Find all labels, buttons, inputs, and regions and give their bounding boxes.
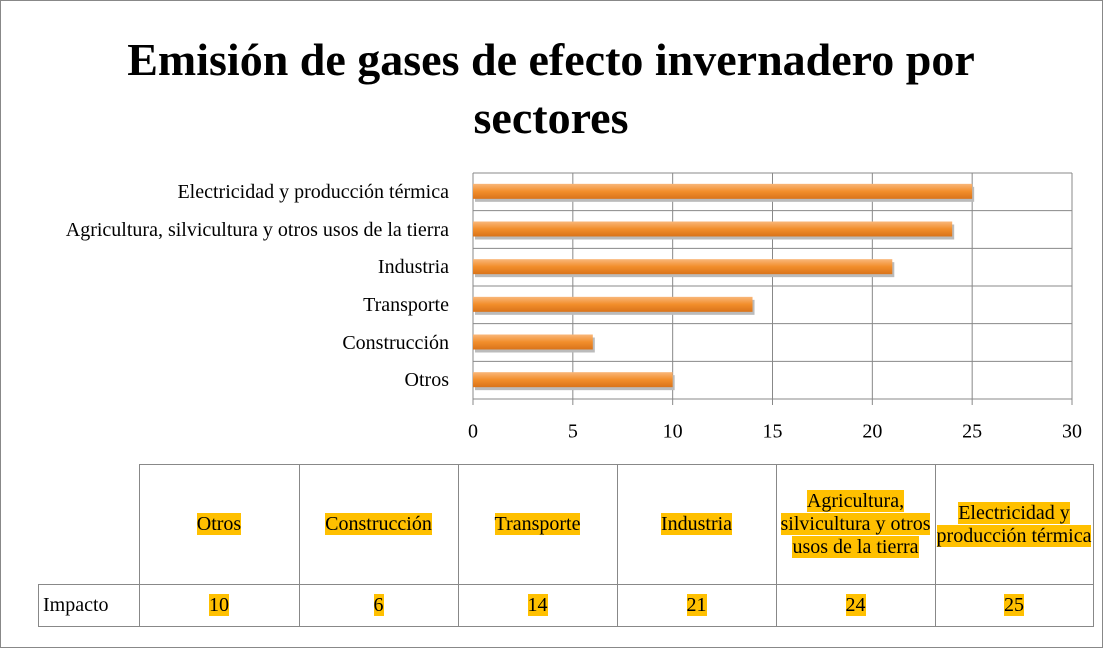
table-category: Otros bbox=[196, 513, 242, 535]
x-tick-label: 20 bbox=[862, 421, 882, 443]
bar bbox=[473, 296, 753, 312]
table-cell: 25 bbox=[934, 584, 1094, 627]
chart-title: Emisión de gases de efecto invernadero p… bbox=[127, 34, 975, 143]
x-tick-label: 25 bbox=[962, 421, 982, 443]
table-category: Agricultura, silvicultura y otros usos d… bbox=[780, 490, 931, 558]
y-tick-label: Industria bbox=[377, 256, 449, 279]
table-value: 25 bbox=[1004, 594, 1024, 616]
table-series-name: Impacto bbox=[38, 584, 140, 627]
table-cell: 24 bbox=[775, 584, 936, 627]
table-value: 14 bbox=[527, 594, 548, 616]
table-value: 24 bbox=[845, 594, 866, 616]
bar bbox=[473, 334, 593, 350]
y-tick-label: Construcción bbox=[342, 331, 449, 354]
table-category: Industria bbox=[660, 513, 733, 535]
bar bbox=[473, 183, 973, 199]
data-table: Otros Construcción Transporte Industria Agri… bbox=[38, 464, 1094, 627]
table-cell: 14 bbox=[457, 584, 618, 627]
table-value: 21 bbox=[686, 594, 707, 616]
table-cell: 6 bbox=[298, 584, 459, 627]
y-tick-label: Otros bbox=[404, 369, 449, 392]
table-value: 6 bbox=[373, 594, 384, 616]
y-tick-label: Agricultura, silvicultura y otros usos d… bbox=[65, 218, 449, 241]
table-category: Electricidad y producción térmica bbox=[936, 501, 1092, 547]
x-tick-label: 5 bbox=[568, 421, 578, 443]
table-value: 10 bbox=[209, 594, 229, 616]
x-tick-label: 15 bbox=[763, 421, 783, 443]
table-header-cell: Transporte bbox=[457, 464, 618, 585]
bar bbox=[473, 259, 893, 275]
table-header-cell: Industria bbox=[616, 464, 777, 585]
x-tick-label: 10 bbox=[663, 421, 683, 443]
table-header-cell: Electricidad y producción térmica bbox=[934, 464, 1094, 585]
bar bbox=[473, 221, 953, 237]
table-cell: 21 bbox=[616, 584, 777, 627]
table-header-cell: Construcción bbox=[298, 464, 459, 585]
table-cell: 10 bbox=[138, 584, 300, 627]
table-category: Construcción bbox=[325, 513, 432, 535]
y-tick-label: Transporte bbox=[363, 293, 449, 316]
table-category: Transporte bbox=[494, 513, 581, 535]
table-header-row: Otros Construcción Transporte Industria Agri… bbox=[38, 464, 1094, 585]
table-corner bbox=[38, 464, 140, 585]
x-tick-label: 30 bbox=[1062, 421, 1082, 443]
x-tick-label: 0 bbox=[468, 421, 478, 443]
table-header-cell: Agricultura, silvicultura y otros usos d… bbox=[775, 464, 936, 585]
table-header-cell: Otros bbox=[138, 464, 300, 585]
bar bbox=[473, 372, 673, 388]
y-tick-label: Electricidad y producción térmica bbox=[177, 180, 449, 203]
table-row: Impacto 10 6 14 21 24 25 bbox=[38, 584, 1094, 627]
